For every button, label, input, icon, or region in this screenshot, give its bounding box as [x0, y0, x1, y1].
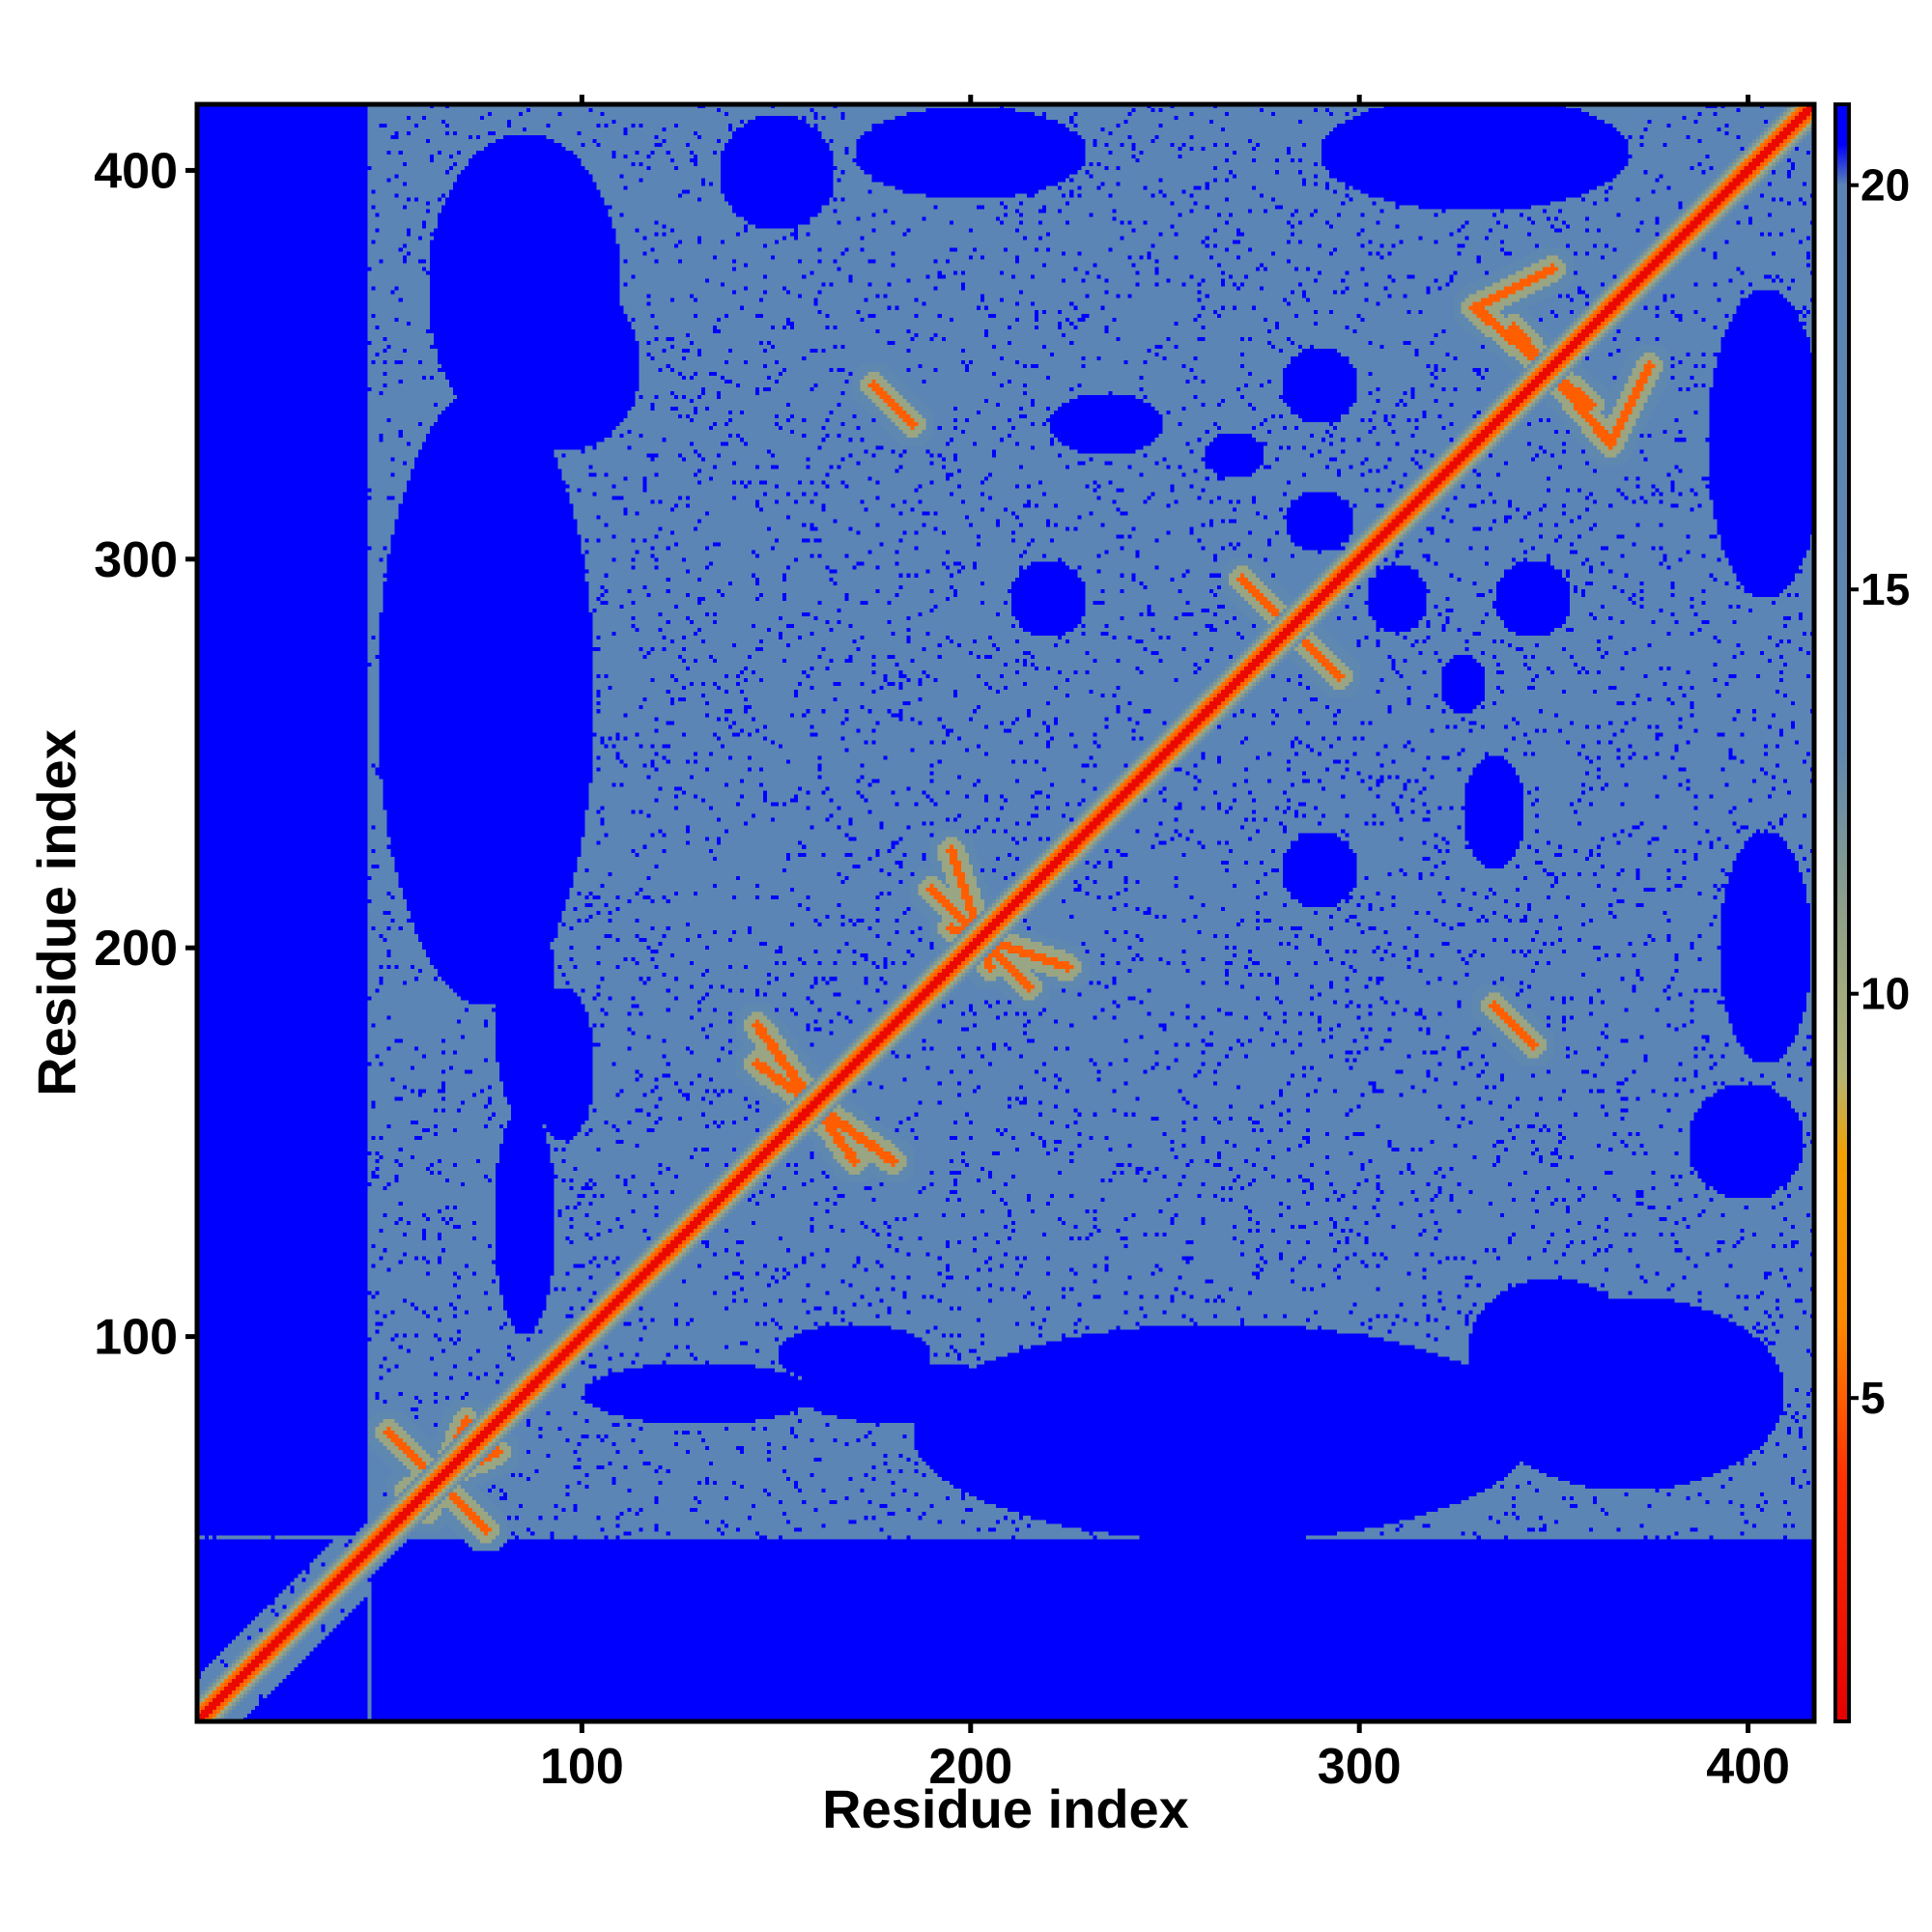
top-axis	[579, 95, 1751, 104]
y-tick-label: 200	[94, 921, 178, 977]
colorbar-tick-label: 5	[1861, 1373, 1886, 1423]
y-tick-label: 300	[94, 532, 178, 588]
y-axis: 100 200 300 400	[94, 143, 197, 1366]
heatmap-canvas	[197, 104, 1814, 1721]
x-axis-title: Residue index	[822, 1778, 1189, 1839]
plot-frame	[194, 101, 1817, 1724]
colorbar-tick-label: 20	[1861, 160, 1910, 211]
y-tick-label: 100	[94, 1310, 178, 1366]
x-tick-label: 300	[1318, 1739, 1402, 1795]
colorbar-frame	[1833, 102, 1851, 1723]
y-axis-title: Residue index	[26, 729, 87, 1096]
x-tick-label: 400	[1706, 1739, 1790, 1795]
colorbar-tick-label: 10	[1861, 969, 1910, 1019]
x-tick-label: 100	[540, 1739, 624, 1795]
x-axis: 100 200 300 400	[540, 1721, 1790, 1795]
x-tick-label: 200	[928, 1739, 1012, 1795]
colorbar-ticks: 5 10 15 20	[1849, 160, 1910, 1423]
colorbar	[1835, 104, 1849, 1721]
colorbar-tick-label: 15	[1861, 564, 1910, 614]
y-tick-label: 400	[94, 143, 178, 199]
heatmap-area	[197, 104, 1814, 1721]
